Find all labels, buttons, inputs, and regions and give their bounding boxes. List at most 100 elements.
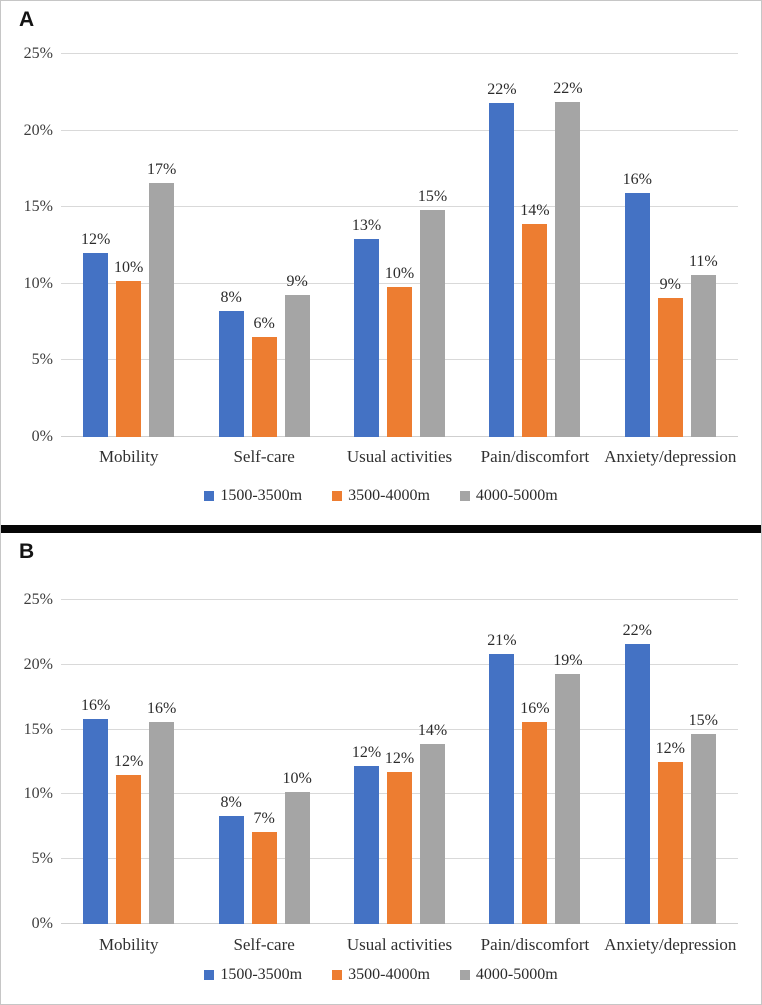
legend-label: 1500-3500m xyxy=(220,487,303,504)
bar: 16% xyxy=(520,700,550,924)
bar: 8% xyxy=(218,290,244,437)
bar-data-label: 9% xyxy=(286,272,308,290)
y-axis-tick-label: 25% xyxy=(23,591,53,608)
bar-group: 16% 9% 11% xyxy=(603,54,738,437)
bar: 22% xyxy=(553,80,583,437)
bar-data-label: 10% xyxy=(384,264,415,282)
legend-item: 3500-4000m xyxy=(332,966,430,984)
legend-item: 1500-3500m xyxy=(204,487,302,505)
legend-item: 4000-5000m xyxy=(459,966,558,984)
panel-a-plot-area: 0% 5% 10% 15% 20% 25% 12% 10% 17% 8% 6% 9% 13% 10% 15%… xyxy=(24,46,738,445)
bar-data-label: 15% xyxy=(688,711,718,729)
legend-label: 3500-4000m xyxy=(348,487,430,504)
panel-a-letter: A xyxy=(19,8,35,31)
bar: 7% xyxy=(251,810,277,924)
bar-groups: 12% 10% 17% 8% 6% 9% 13% 10% 15% 22% 14% 22% 16% 9% 11… xyxy=(61,54,738,437)
x-axis-category-label: Pain/discomfort xyxy=(480,447,590,466)
bar-data-label: 12% xyxy=(384,750,415,768)
bar: 22% xyxy=(623,623,652,924)
bar-data-label: 12% xyxy=(655,740,685,757)
y-axis-tick-label: 0% xyxy=(31,428,53,445)
bar-data-label: 16% xyxy=(81,697,111,715)
y-axis-tick-label: 25% xyxy=(23,45,53,62)
y-axis-tick-label: 10% xyxy=(23,785,53,803)
gridline-15pct xyxy=(61,728,738,730)
bar-data-label: 12% xyxy=(81,231,111,249)
legend-marker-icon xyxy=(332,970,343,980)
bar: 9% xyxy=(657,276,683,437)
bar-data-label: 10% xyxy=(282,769,312,787)
bar-data-label: 12% xyxy=(351,743,382,761)
panel-b-letter: B xyxy=(19,540,35,563)
bar: 14% xyxy=(418,722,447,924)
bar: 6% xyxy=(251,316,277,437)
bar: 16% xyxy=(147,700,176,924)
bar: 14% xyxy=(520,203,550,437)
y-axis-tick-label: 5% xyxy=(31,850,53,868)
bar: 15% xyxy=(689,712,718,924)
bar-data-label: 10% xyxy=(114,258,144,276)
legend-marker-icon xyxy=(204,491,215,501)
x-axis-category-label: Mobility xyxy=(98,447,159,466)
y-axis-tick-label: 5% xyxy=(31,351,53,369)
y-axis-tick-label: 20% xyxy=(23,655,53,673)
y-axis-tick-label: 10% xyxy=(23,274,53,292)
legend-label: 3500-4000m xyxy=(348,966,430,983)
y-axis-tick-label: 0% xyxy=(31,915,53,932)
bar-data-label: 7% xyxy=(253,809,275,827)
bar-data-label: 8% xyxy=(220,794,242,812)
gridline-25pct xyxy=(61,53,738,54)
panel-b-legend: 1500-3500m 3500-4000m 4000-5000m xyxy=(1,966,761,984)
panel-a: A 0% 5% 10% 15% 20% 25% 12% 10% 17% 8% 6% 9% 13% 10% 1… xyxy=(1,1,761,525)
bar-groups: 16% 12% 16% 8% 7% 10% 12% 12% 14% 21% 16% 19% 22% 12%… xyxy=(61,600,738,924)
y-axis-tick-label: 20% xyxy=(23,121,53,139)
bar-data-label: 12% xyxy=(114,752,144,770)
bar-group: 12% 10% 17% xyxy=(61,54,196,437)
legend-label: 4000-5000m xyxy=(475,966,558,983)
bar: 8% xyxy=(218,795,244,924)
y-axis-tick-label: 15% xyxy=(23,198,53,216)
legend-label: 4000-5000m xyxy=(475,487,558,504)
bar: 22% xyxy=(487,82,517,437)
bar-data-label: 22% xyxy=(622,622,652,640)
bar: 11% xyxy=(689,253,718,437)
bar-group: 22% 12% 15% xyxy=(603,600,738,924)
bar: 19% xyxy=(553,652,583,924)
bar-group: 21% 16% 19% xyxy=(467,600,602,924)
bar: 16% xyxy=(81,698,110,924)
bar-data-label: 22% xyxy=(487,81,517,99)
bar-data-label: 16% xyxy=(520,699,550,717)
bar-data-label: 21% xyxy=(487,632,517,650)
bar-data-label: 16% xyxy=(147,699,177,717)
y-axis-tick-label: 15% xyxy=(23,720,53,738)
bar: 15% xyxy=(418,189,447,437)
legend-marker-icon xyxy=(204,970,215,980)
panel-b-category-axis: Mobility Self-care Usual activities Pain/di… xyxy=(61,935,738,955)
x-axis-category-label: Pain/discomfort xyxy=(480,935,590,954)
bar-data-label: 13% xyxy=(351,217,382,235)
bar-data-label: 14% xyxy=(417,721,448,739)
bar-data-label: 11% xyxy=(688,252,718,270)
gridline-15pct xyxy=(61,206,738,208)
bar: 10% xyxy=(114,259,143,437)
bar: 10% xyxy=(385,265,414,437)
bar: 12% xyxy=(81,232,110,437)
legend-marker-icon xyxy=(459,491,470,501)
legend-label: 1500-3500m xyxy=(220,966,303,983)
x-axis-category-label: Mobility xyxy=(98,935,159,954)
bar: 13% xyxy=(352,218,381,437)
x-axis-category-label: Usual activities xyxy=(346,935,453,954)
legend-item: 1500-3500m xyxy=(204,966,302,984)
x-axis-category-label: Anxiety/depression xyxy=(604,447,737,466)
bar-data-label: 14% xyxy=(520,202,550,220)
bar: 12% xyxy=(656,741,685,924)
bar-data-label: 22% xyxy=(553,79,583,97)
panel-divider xyxy=(1,525,761,533)
bar-group: 22% 14% 22% xyxy=(467,54,602,437)
bar: 9% xyxy=(284,273,310,437)
legend-marker-icon xyxy=(459,970,470,980)
x-axis-category-label: Self-care xyxy=(233,447,295,466)
gridline-20pct xyxy=(61,663,738,665)
bar-group: 13% 10% 15% xyxy=(332,54,467,437)
